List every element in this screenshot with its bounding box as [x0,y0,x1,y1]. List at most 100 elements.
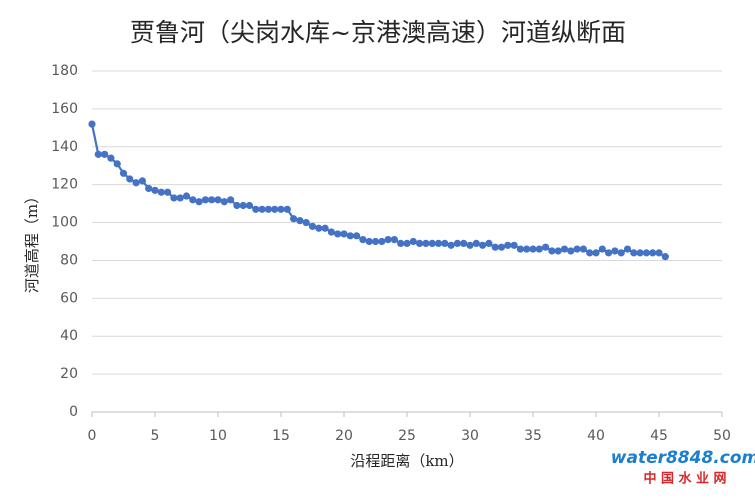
marker [258,205,266,213]
x-tick-label: 5 [151,428,160,444]
x-tick-label: 10 [209,428,227,444]
marker [586,249,594,257]
marker [195,198,203,206]
marker [428,239,436,247]
x-tick-label: 50 [713,428,731,444]
marker [416,239,424,247]
marker [214,196,222,204]
y-tick-label: 60 [60,290,78,306]
marker [479,241,487,249]
y-axis-label: 河道高程（m） [23,189,41,293]
marker [523,245,531,253]
marker [164,188,172,196]
marker [642,249,651,257]
y-tick-label: 140 [51,139,78,155]
marker [636,249,644,257]
marker [359,236,367,244]
marker [630,249,638,257]
marker [567,247,575,255]
marker [201,196,209,204]
marker [151,186,159,194]
marker [434,239,443,247]
marker [529,245,537,253]
marker [132,179,140,187]
marker [573,245,581,253]
marker [409,237,417,246]
marker [245,201,254,210]
marker [422,239,430,247]
marker [661,253,669,261]
marker [535,245,543,253]
marker [397,239,405,247]
x-tick-label: 25 [398,428,416,444]
y-tick-label: 20 [60,366,78,382]
marker [617,249,625,257]
marker [227,196,235,204]
marker [296,217,304,225]
marker [655,249,663,257]
marker [611,247,619,255]
marker [346,232,354,240]
marker [491,243,499,251]
marker [472,239,480,247]
marker [220,198,228,206]
marker [403,239,411,247]
marker [485,239,493,247]
watermark-name: 中 国 水 业 网 [643,471,726,487]
marker [390,236,398,244]
y-tick-label: 100 [51,215,78,231]
marker [176,194,184,202]
marker [504,241,512,249]
y-tick-label: 0 [69,404,78,420]
marker [189,196,197,204]
marker [315,224,323,232]
marker [384,236,392,244]
marker [208,196,216,204]
marker [579,245,588,253]
marker [119,169,128,177]
marker [126,175,134,183]
marker [340,230,348,238]
marker [378,237,386,246]
marker [271,205,279,213]
marker [321,224,329,232]
x-tick-label: 20 [335,428,353,444]
y-tick-label: 160 [51,101,78,117]
marker [592,249,600,257]
marker [94,150,102,158]
marker [560,245,569,253]
y-tick-label: 120 [51,177,78,193]
marker [554,247,562,255]
marker [233,201,241,210]
marker [371,237,380,246]
marker [277,205,285,213]
x-tick-label: 15 [272,428,290,444]
marker [308,222,317,230]
watermark-logo: water8848.com [611,448,755,468]
marker [548,247,556,255]
marker [327,228,335,236]
marker [283,205,291,213]
marker [460,239,468,247]
marker [113,160,121,168]
marker [252,205,260,213]
marker [334,230,342,238]
chart-title: 贾鲁河（尖岗水库~京港澳高速）河道纵断面 [130,18,626,47]
marker [290,215,298,223]
x-axis-label: 沿程距离（km） [350,452,463,470]
x-tick-label: 0 [88,428,97,444]
marker [605,249,613,257]
marker [497,243,506,251]
marker [447,241,455,249]
marker [101,150,109,158]
marker [365,237,373,246]
marker [542,243,550,251]
marker [453,239,461,247]
marker [516,245,525,253]
marker [649,249,657,257]
marker [264,205,272,213]
marker [170,194,178,202]
marker [302,218,310,227]
marker [623,245,632,253]
